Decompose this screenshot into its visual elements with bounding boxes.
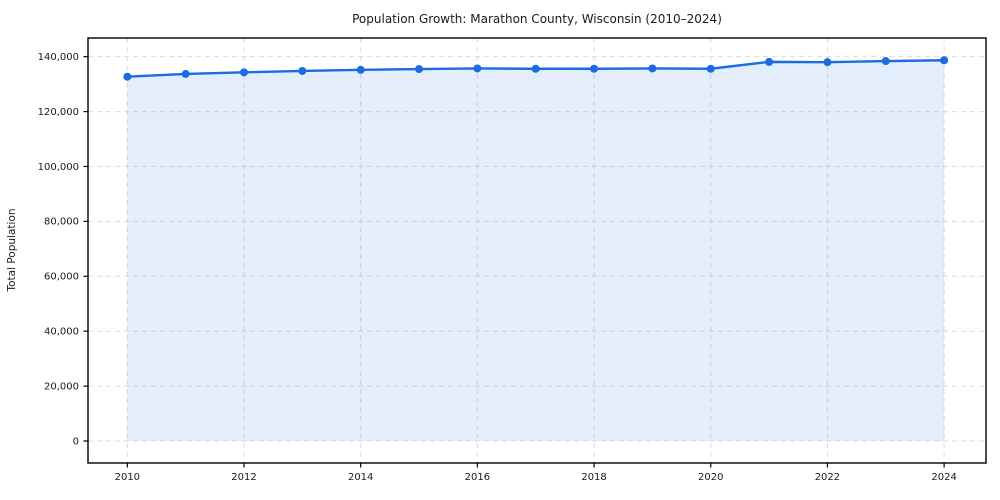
x-tick-label: 2012 <box>231 472 256 483</box>
data-point-2013 <box>298 66 307 75</box>
plot-border <box>87 37 987 464</box>
y-tick-label: 0 <box>73 436 79 447</box>
data-point-2014 <box>356 65 365 74</box>
data-point-2015 <box>415 65 424 74</box>
y-tick-label: 80,000 <box>44 217 79 228</box>
plot-area: 0 20,000 40,000 60,000 80,000 100,000 120,000 1… <box>38 37 987 483</box>
data-point-2012 <box>240 68 249 77</box>
series-area-fill <box>127 60 945 442</box>
x-tick-label: 2024 <box>931 472 956 483</box>
x-tick-label: 2018 <box>581 472 606 483</box>
data-point-2010 <box>123 72 132 81</box>
data-point-2016 <box>473 64 482 73</box>
x-tick-label: 2020 <box>698 472 723 483</box>
y-tick-label: 20,000 <box>44 381 79 392</box>
y-tick-label: 140,000 <box>38 52 79 63</box>
y-tick-label: 40,000 <box>44 326 79 337</box>
x-tick-label: 2016 <box>465 472 490 483</box>
data-point-2020 <box>706 64 715 73</box>
x-tick-label: 2022 <box>815 472 840 483</box>
data-point-2021 <box>765 57 774 66</box>
y-tick-label: 120,000 <box>38 107 79 118</box>
data-point-2018 <box>590 64 599 73</box>
x-tick-label: 2014 <box>348 472 373 483</box>
data-point-2017 <box>531 64 540 73</box>
x-tick-label: 2010 <box>115 472 140 483</box>
data-point-2024 <box>940 56 949 65</box>
data-point-2022 <box>823 58 832 67</box>
data-point-2023 <box>881 57 890 66</box>
y-tick-label: 60,000 <box>44 272 79 283</box>
y-axis-label: Total Population <box>6 208 18 292</box>
chart-title: Population Growth: Marathon County, Wisc… <box>352 12 722 26</box>
y-tick-label: 100,000 <box>38 162 79 173</box>
data-point-2011 <box>181 69 190 78</box>
data-point-2019 <box>648 64 657 73</box>
